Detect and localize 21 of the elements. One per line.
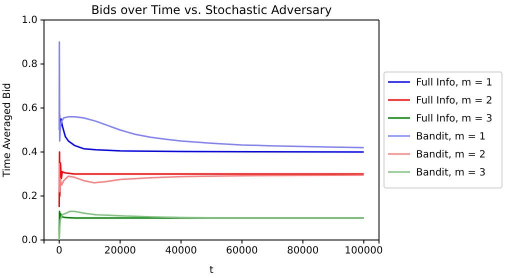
y-tick-label: 0.4 bbox=[22, 147, 38, 158]
legend-label: Bandit, m = 1 bbox=[416, 132, 486, 142]
legend-label: Full Info, m = 2 bbox=[416, 96, 492, 106]
x-tick-label: 100000 bbox=[344, 246, 383, 257]
chart-title: Bids over Time vs. Stochastic Adversary bbox=[91, 3, 332, 17]
legend-label: Full Info, m = 1 bbox=[416, 78, 492, 88]
x-tick-label: 80000 bbox=[286, 246, 319, 257]
x-tick-label: 60000 bbox=[226, 246, 258, 257]
y-tick-label: 0.8 bbox=[22, 59, 38, 70]
legend-label: Bandit, m = 2 bbox=[416, 150, 486, 160]
x-tick-label: 0 bbox=[56, 246, 62, 257]
y-tick-label: 1.0 bbox=[22, 15, 38, 26]
x-tick-label: 40000 bbox=[165, 246, 197, 257]
y-axis-title: Time Averaged Bid bbox=[2, 82, 13, 178]
x-axis-title: t bbox=[210, 265, 214, 276]
legend-label: Full Info, m = 3 bbox=[416, 114, 492, 124]
y-tick-label: 0.0 bbox=[22, 235, 38, 246]
x-tick-label: 20000 bbox=[104, 246, 136, 257]
legend-label: Bandit, m = 3 bbox=[416, 168, 486, 178]
y-tick-label: 0.2 bbox=[22, 191, 38, 202]
y-tick-label: 0.6 bbox=[22, 103, 38, 114]
